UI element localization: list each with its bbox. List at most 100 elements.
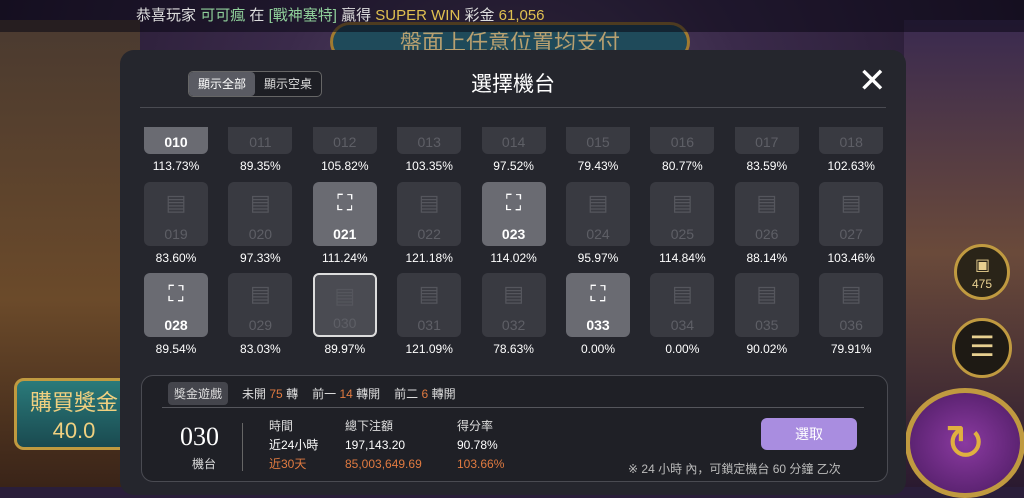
bonus-game-tab[interactable]: 獎金遊戲 [168, 382, 229, 405]
machine-cell[interactable]: ▤016 80.77% [650, 127, 715, 181]
machine-number: 010 [164, 134, 188, 150]
show-empty-toggle[interactable]: 顯示空桌 [263, 77, 312, 91]
machine-tile[interactable]: ▤ 031 [397, 273, 462, 337]
machine-tile[interactable]: ⛶ 028 [144, 273, 208, 337]
machine-tile[interactable]: ▤ 022 [397, 181, 462, 246]
machine-cell[interactable]: ▤013 103.35% [397, 127, 462, 181]
machine-tile[interactable]: ▤ 030 [312, 273, 377, 337]
machine-rate: 102.63% [827, 159, 875, 173]
machine-tile[interactable]: ▤ 026 [734, 181, 799, 246]
divider [242, 423, 243, 471]
machine-cell[interactable]: ⛶ 033 0.00% [566, 273, 630, 364]
machine-rate: 88.14% [746, 250, 788, 265]
machine-number: 033 [586, 317, 610, 333]
machine-cell[interactable]: ▤ 031 121.09% [397, 273, 462, 364]
machine-cell[interactable]: ▤ 019 83.60% [144, 181, 208, 273]
show-all-toggle[interactable]: 顯示全部 [189, 72, 255, 96]
machine-cell[interactable]: ▤ 024 95.97% [566, 181, 630, 273]
machine-cell[interactable]: ▤ 036 79.91% [819, 273, 884, 364]
machine-tile[interactable]: ▤ 034 [650, 273, 715, 337]
machine-cell[interactable]: ⛶ 023 114.02% [481, 181, 546, 273]
machine-rate: 0.00% [665, 342, 700, 356]
slot-machine-icon: ▤ [671, 189, 693, 215]
machine-number: 015 [586, 134, 610, 150]
machine-tile[interactable]: ▤015 [566, 127, 630, 154]
machine-number: 019 [164, 225, 188, 242]
close-button[interactable]: ✕ [858, 64, 887, 98]
machine-cell[interactable]: ▤ 030 89.97% [312, 273, 377, 364]
slot-machine-icon: ▤ [756, 281, 778, 306]
machine-number: 034 [670, 317, 695, 333]
machine-cell[interactable]: ▤ 022 121.18% [397, 181, 462, 273]
machine-tile[interactable]: ▤010 [144, 127, 208, 154]
machine-tile[interactable]: ▤014 [481, 127, 546, 154]
machine-tile[interactable]: ⛶ 023 [481, 181, 546, 246]
slot-machine-icon: ▤ [334, 283, 356, 308]
machine-rate: 114.84% [659, 250, 706, 265]
spin-button[interactable]: ↻ [905, 388, 1024, 498]
machine-number: 011 [249, 134, 272, 150]
machine-tile[interactable]: ⛶ 033 [566, 273, 630, 337]
dialog-title: 選擇機台 [471, 73, 555, 96]
machine-cell[interactable]: ▤ 025 114.84% [650, 181, 715, 273]
spin-icon: ↻ [944, 415, 986, 471]
machine-rate: 83.59% [746, 159, 788, 173]
machine-count: 475 [971, 277, 993, 291]
score-rate-column: 得分率 90.78% 103.66% [457, 419, 505, 471]
machine-tile[interactable]: ▤017 [734, 127, 799, 154]
machine-cell[interactable]: ▤010 113.73% [144, 127, 208, 181]
machine-rate: 97.33% [240, 250, 281, 265]
machine-cell[interactable]: ▤ 032 78.63% [481, 273, 546, 364]
machine-rate: 79.91% [830, 342, 872, 356]
machine-cell[interactable]: ▤014 97.52% [481, 127, 546, 181]
lock-note: ※ 24 小時 內，可鎖定機台 60 分鐘 乙次 [628, 462, 841, 476]
menu-button[interactable]: ☰ [952, 318, 1012, 378]
machine-cell[interactable]: ▤ 027 103.46% [819, 181, 884, 273]
machine-cell[interactable]: ⛶ 021 111.24% [312, 181, 377, 273]
machine-cell[interactable]: ▤ 020 97.33% [228, 181, 293, 273]
machine-cell[interactable]: ▤017 83.59% [734, 127, 799, 181]
buy-bonus-button[interactable]: 購買獎金 40.0 [14, 378, 134, 450]
machine-number: 024 [586, 225, 610, 242]
select-button[interactable]: 選取 [761, 418, 857, 450]
ticker-win-type: SUPER WIN [375, 7, 461, 24]
machine-rate: 103.46% [827, 250, 875, 265]
machine-cell[interactable]: ▤ 026 88.14% [734, 181, 799, 273]
machine-tile[interactable]: ▤ 024 [566, 181, 630, 246]
machine-tile[interactable]: ▤013 [397, 127, 462, 154]
machine-tile[interactable]: ▤ 027 [819, 181, 884, 246]
machine-tile[interactable]: ▤ 025 [650, 181, 715, 246]
machine-cell[interactable]: ▤012 105.82% [312, 127, 377, 181]
machine-cell[interactable]: ⛶ 028 89.54% [144, 273, 208, 364]
machine-tile[interactable]: ▤ 019 [144, 181, 208, 246]
close-icon: ✕ [858, 62, 887, 100]
machine-rate: 103.35% [405, 159, 453, 173]
machine-number: 029 [248, 317, 273, 333]
slot-machine-icon: ▤ [249, 281, 271, 306]
total-bet-column: 總下注額 197,143.20 85,003,649.69 [345, 419, 422, 471]
machine-rate: 97.52% [493, 159, 534, 173]
ticker-in: 在 [249, 7, 265, 24]
machine-number: 018 [839, 134, 863, 150]
machine-cell[interactable]: ▤011 89.35% [228, 127, 293, 181]
machine-count-button[interactable]: ▣ 475 [954, 244, 1010, 300]
machine-cell[interactable]: ▤ 029 83.03% [228, 273, 293, 364]
machine-tile[interactable]: ▤011 [228, 127, 293, 154]
machine-tile[interactable]: ▤018 [819, 127, 884, 154]
machine-tile[interactable]: ▤ 020 [228, 181, 293, 246]
machine-cell[interactable]: ▤ 034 0.00% [650, 273, 715, 364]
machine-tile[interactable]: ⛶ 021 [312, 181, 377, 246]
slot-machine-icon: ▤ [840, 281, 862, 306]
machine-rate: 79.43% [577, 159, 619, 173]
machine-tile[interactable]: ▤ 032 [481, 273, 546, 337]
machine-tile[interactable]: ▤016 [650, 127, 715, 154]
machine-cell[interactable]: ▤015 79.43% [566, 127, 630, 181]
machine-tile[interactable]: ▤ 029 [228, 273, 293, 337]
machine-tile[interactable]: ▤012 [312, 127, 377, 154]
slot-machine-icon: ▤ [418, 189, 440, 215]
machine-tile[interactable]: ▤ 035 [734, 273, 799, 337]
machine-cell[interactable]: ▤ 035 90.02% [734, 273, 799, 364]
machine-cell[interactable]: ▤018 102.63% [819, 127, 884, 181]
machine-tile[interactable]: ▤ 036 [819, 273, 884, 337]
